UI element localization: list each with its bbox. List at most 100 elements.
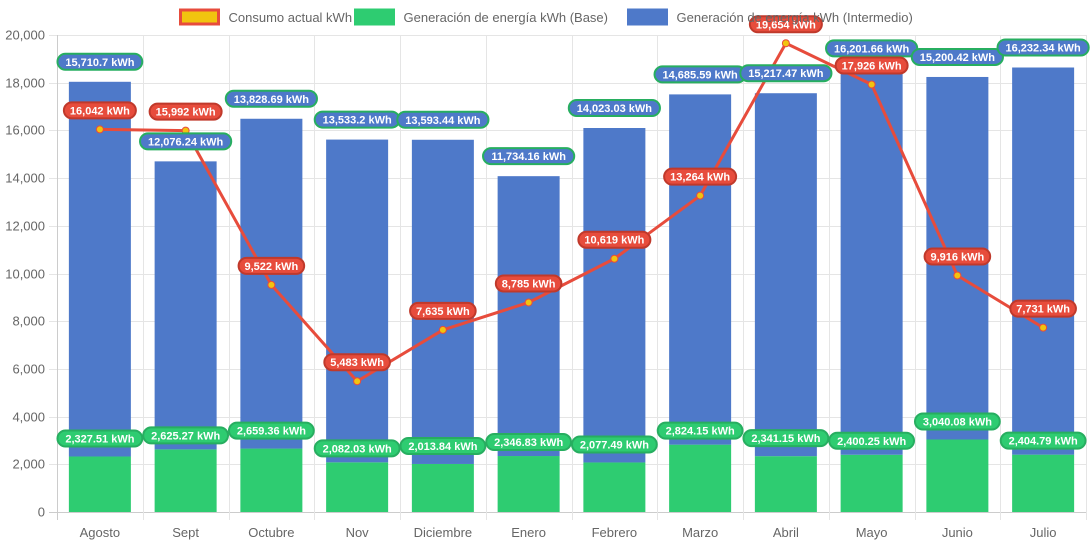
- data-label: 2,404.79 kWh: [999, 431, 1087, 450]
- data-label-text: 13,593.44 kWh: [405, 115, 480, 127]
- data-label-bg: [399, 436, 487, 455]
- consumption-point: [524, 298, 533, 307]
- bar-intermediate: [68, 81, 131, 457]
- data-label-bg: [748, 15, 823, 34]
- data-label-bg: [56, 429, 144, 448]
- data-label: 16,042 kWh: [62, 101, 137, 120]
- data-label-text: 14,685.59 kWh: [663, 69, 738, 81]
- data-label: 15,992 kWh: [148, 102, 223, 121]
- data-label-text: 7,635 kWh: [416, 306, 470, 318]
- data-label-bg: [485, 433, 573, 452]
- data-label-bg: [739, 64, 833, 83]
- bar-base: [1012, 454, 1075, 512]
- x-tick-label: Febrero: [592, 525, 638, 540]
- data-label-text: 17,926 kWh: [842, 60, 902, 72]
- data-label: 13,533.2 kWh: [313, 110, 401, 129]
- data-label-text: 14,023.03 kWh: [577, 103, 652, 115]
- y-tick-label: 12,000: [5, 219, 45, 234]
- x-tick-label: Nov: [346, 525, 370, 540]
- data-label-text: 3,040.08 kWh: [923, 416, 992, 428]
- consumption-point: [1039, 323, 1048, 332]
- data-label-text: 15,200.42 kWh: [920, 52, 995, 64]
- data-label-text: 10,619 kWh: [584, 235, 644, 247]
- data-label: 17,926 kWh: [834, 56, 909, 75]
- data-label-bg: [142, 426, 230, 445]
- data-label-bg: [828, 431, 916, 450]
- data-label-bg: [742, 429, 830, 448]
- data-label: 2,077.49 kWh: [570, 435, 658, 454]
- consumption-point: [953, 271, 962, 280]
- x-tick-label: Sept: [172, 525, 199, 540]
- consumption-point: [867, 80, 876, 89]
- data-label-text: 2,077.49 kWh: [580, 439, 649, 451]
- bar-base: [240, 448, 303, 512]
- legend-swatch: [354, 8, 395, 26]
- y-tick-label: 10,000: [5, 267, 45, 282]
- data-label-text: 2,346.83 kWh: [494, 437, 563, 449]
- data-label-bg: [56, 52, 144, 71]
- legend-swatch: [627, 8, 668, 26]
- legend-item: Generación de energía kWh (Base): [354, 8, 609, 26]
- data-label: 2,824.15 kWh: [656, 421, 744, 440]
- legend-label: Generación de energía kWh (Base): [404, 10, 609, 25]
- data-label: 2,400.25 kWh: [828, 431, 916, 450]
- data-label: 12,076.24 kWh: [139, 132, 233, 151]
- data-label-bg: [913, 412, 1001, 431]
- data-label-bg: [656, 421, 744, 440]
- data-label-text: 2,082.03 kWh: [323, 443, 392, 455]
- data-labels: 2,327.51 kWh 15,710.7 kWh 16,042 kWh 2,625.…: [56, 15, 1090, 458]
- y-axis: 0 2,000 4,000 6,000 8,000 10,000 12,000 14,000 1…: [5, 28, 45, 520]
- data-label-text: 13,264 kWh: [670, 172, 730, 184]
- consumption-point: [610, 254, 619, 263]
- data-label: 16,201.66 kWh: [825, 39, 919, 58]
- data-label-bg: [237, 256, 306, 275]
- data-label-bg: [663, 167, 738, 186]
- data-label: 10,619 kWh: [577, 230, 652, 249]
- data-label-text: 15,992 kWh: [156, 107, 216, 119]
- data-label-bg: [323, 353, 391, 372]
- y-tick-label: 0: [38, 505, 45, 520]
- data-label-text: 11,734.16 kWh: [491, 151, 566, 163]
- data-label-text: 2,824.15 kWh: [666, 426, 735, 438]
- bar-base: [497, 456, 560, 512]
- data-label-text: 9,916 kWh: [930, 252, 984, 264]
- x-tick-label: Octubre: [248, 525, 294, 540]
- data-label-text: 13,533.2 kWh: [323, 115, 392, 127]
- data-label: 2,346.83 kWh: [485, 433, 573, 452]
- y-tick-label: 14,000: [5, 171, 45, 186]
- y-tick-label: 8,000: [12, 314, 45, 329]
- data-label-text: 2,625.27 kWh: [151, 430, 220, 442]
- bar-intermediate: [497, 176, 560, 457]
- data-label-bg: [396, 110, 490, 129]
- data-label: 14,023.03 kWh: [567, 99, 661, 118]
- y-tick-label: 2,000: [12, 457, 45, 472]
- data-label-text: 5,483 kWh: [330, 357, 384, 369]
- data-label-text: 2,341.15 kWh: [751, 433, 820, 445]
- bar-base: [411, 463, 474, 512]
- x-tick-label: Mayo: [856, 525, 888, 540]
- data-label-bg: [923, 247, 992, 266]
- data-label-text: 16,042 kWh: [70, 105, 130, 117]
- data-label-bg: [834, 56, 909, 75]
- data-label-text: 19,654 kWh: [756, 19, 816, 31]
- data-label-bg: [62, 101, 137, 120]
- data-label-text: 2,013.84 kWh: [408, 441, 477, 453]
- y-tick-label: 18,000: [5, 76, 45, 91]
- data-label-bg: [313, 439, 401, 458]
- data-label-text: 15,710.7 kWh: [65, 57, 134, 69]
- data-label-text: 16,232.34 kWh: [1006, 43, 1081, 55]
- legend-label: Generación de energía kWh (Intermedio): [677, 10, 913, 25]
- data-label-bg: [409, 301, 477, 320]
- data-label: 2,625.27 kWh: [142, 426, 230, 445]
- consumption-point: [438, 325, 447, 334]
- data-label-bg: [494, 274, 563, 293]
- data-label-text: 7,731 kWh: [1016, 304, 1070, 316]
- data-label: 2,341.15 kWh: [742, 429, 830, 448]
- data-label: 15,200.42 kWh: [910, 47, 1004, 66]
- consumption-point: [267, 280, 276, 289]
- x-tick-label: Marzo: [682, 525, 718, 540]
- bar-intermediate: [754, 93, 817, 457]
- data-label-text: 12,076.24 kWh: [148, 136, 223, 148]
- y-tick-label: 16,000: [5, 123, 45, 138]
- y-tick-label: 20,000: [5, 28, 45, 43]
